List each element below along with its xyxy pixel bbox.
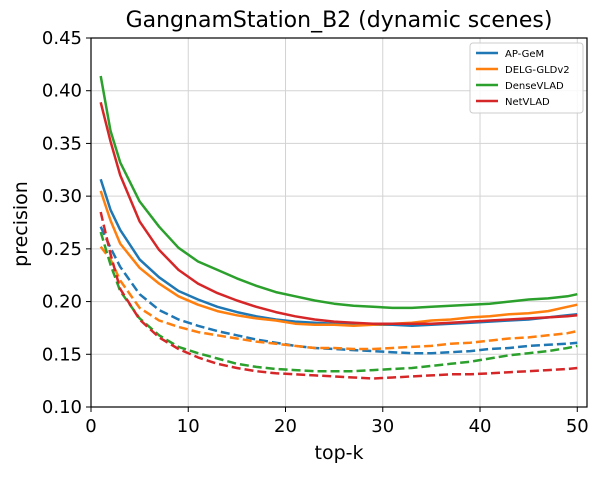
chart-title: GangnamStation_B2 (dynamic scenes) [126,8,553,33]
series-line-densevlad-dashed [99,231,578,373]
x-tick-label: 0 [85,416,96,437]
y-axis-label: precision [10,181,32,267]
series-line-ap-gem-dashed [99,226,578,355]
series-line-netvlad-dashed [99,211,578,380]
y-tick-label: 0.45 [42,28,82,49]
x-tick-label: 30 [371,416,394,437]
y-tick-label: 0.35 [42,133,82,154]
legend-label: NetVLAD [505,97,550,108]
series-line-densevlad [99,75,578,310]
y-tick-label: 0.10 [42,397,82,418]
plot-frame [90,37,588,408]
legend: AP-GeM DELG-GLDv2 DenseVLAD NetVLAD [469,42,584,114]
legend-box [469,42,584,114]
x-tick-label: 40 [469,416,492,437]
x-tick-label: 50 [566,416,589,437]
y-tick-label: 0.25 [42,239,82,260]
series-line-delg-gldv2-dashed [99,245,578,351]
series-group [99,75,578,380]
legend-label: DELG-GLDv2 [505,65,570,76]
y-tick-label: 0.40 [42,81,82,102]
axis-ticks: 0 10 20 30 40 50 0.10 0.15 0.20 0.25 0.30 0.35 0.40 0… [42,28,589,437]
legend-label: DenseVLAD [505,81,564,92]
x-axis-label: top-k [315,442,364,464]
series-line-netvlad [99,101,578,325]
series-line-delg-gldv2 [99,190,578,328]
x-tick-label: 20 [274,416,297,437]
y-tick-label: 0.20 [42,292,82,313]
legend-label: AP-GeM [505,49,544,60]
y-tick-label: 0.15 [42,344,82,365]
y-tick-label: 0.30 [42,186,82,207]
x-tick-label: 10 [177,416,200,437]
